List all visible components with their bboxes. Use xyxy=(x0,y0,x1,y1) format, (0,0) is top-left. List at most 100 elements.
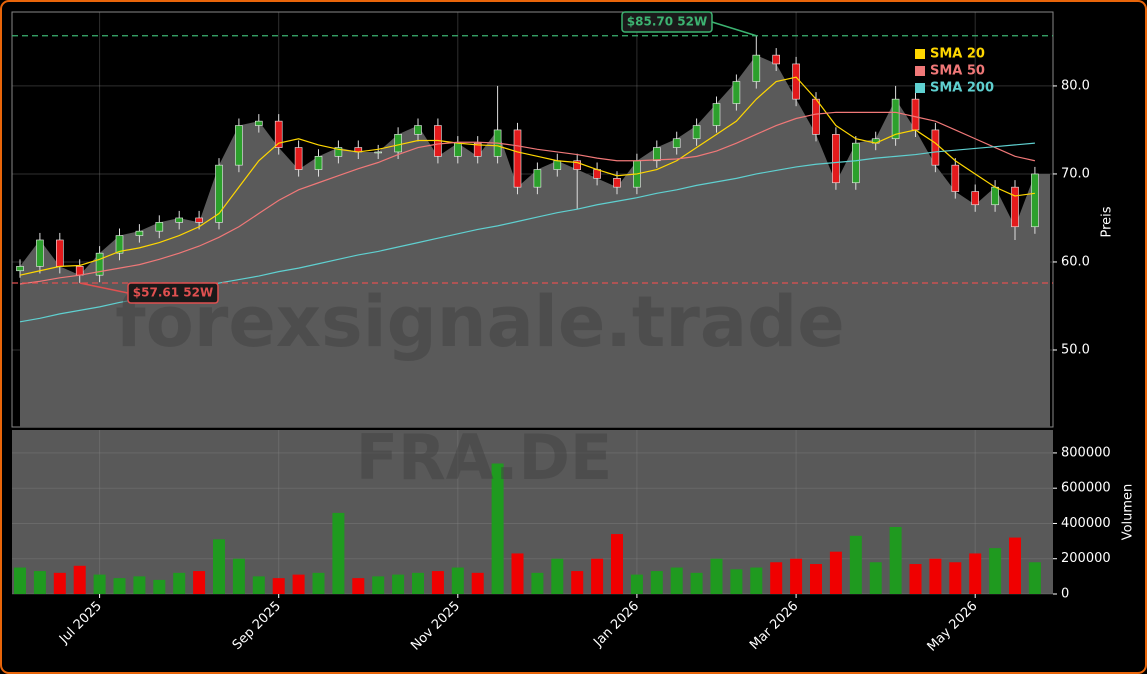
candle-body xyxy=(732,81,741,104)
candle-body xyxy=(792,63,800,100)
volume-bar xyxy=(133,576,146,594)
volume-bar xyxy=(551,558,564,594)
volume-bar xyxy=(73,565,86,594)
volume-bar xyxy=(969,553,982,594)
volume-bar xyxy=(909,564,922,594)
candle-body xyxy=(672,138,681,148)
sma-line xyxy=(19,76,1035,276)
legend-swatch xyxy=(915,66,925,76)
volume-bar xyxy=(611,534,623,594)
candle-body xyxy=(911,98,920,131)
candle-body xyxy=(951,164,960,192)
candle-body xyxy=(1011,186,1019,228)
volume-bar xyxy=(670,567,683,594)
volume-bar xyxy=(292,574,305,594)
y-tick-label: 600000 xyxy=(1061,481,1111,496)
volume-bar xyxy=(153,579,166,594)
y-tick-label: 50.0 xyxy=(1061,342,1090,357)
volume-bar xyxy=(810,564,822,594)
candle-body xyxy=(1031,173,1039,228)
volume-bar xyxy=(591,558,604,594)
volume-bar xyxy=(650,571,663,594)
candle-body xyxy=(75,266,84,276)
volume-bar xyxy=(511,553,524,594)
candle-body xyxy=(931,129,940,166)
volume-bar xyxy=(1028,562,1041,594)
volume-bar xyxy=(929,558,942,594)
symbol-watermark: FRA.DE xyxy=(356,421,613,494)
sma-line xyxy=(19,111,1036,285)
y-tick-label: 60.0 xyxy=(1061,254,1090,269)
candle-body xyxy=(374,151,383,154)
volume-bar xyxy=(412,572,424,594)
volume-axis-label: Volumen xyxy=(1121,484,1136,541)
candle-body xyxy=(752,54,761,82)
volume-bar xyxy=(869,562,882,594)
candle-body xyxy=(573,160,582,170)
volume-bar xyxy=(829,551,842,594)
candle-body xyxy=(613,178,621,188)
volume-bar xyxy=(790,558,803,594)
legend-label: SMA 20 xyxy=(930,47,985,62)
candle-body xyxy=(255,120,263,126)
y-tick-label: 0 xyxy=(1061,587,1069,602)
volume-bar xyxy=(849,535,862,594)
candle-body xyxy=(453,142,462,157)
annotation-arrow xyxy=(79,282,129,294)
candle-body xyxy=(95,252,104,276)
volume-bar xyxy=(949,562,962,594)
volume-bar xyxy=(989,548,1002,594)
candle-body xyxy=(513,129,522,188)
candle-body xyxy=(314,156,323,170)
volume-bar xyxy=(193,571,206,594)
volume-bar xyxy=(451,567,464,594)
y-tick-label: 400000 xyxy=(1061,516,1111,531)
volume-bar xyxy=(889,526,902,594)
volume-bar xyxy=(14,567,26,594)
price-area xyxy=(20,55,1050,427)
volume-bar xyxy=(690,572,703,594)
candle-body xyxy=(414,125,422,135)
volume-bar xyxy=(571,571,584,594)
volume-bar xyxy=(431,571,444,594)
candle-body xyxy=(294,147,303,170)
volume-bar xyxy=(392,574,405,594)
candle-body xyxy=(36,239,44,267)
candle-body xyxy=(334,147,343,157)
legend-label: SMA 50 xyxy=(930,64,985,79)
candle-body xyxy=(891,98,900,140)
volume-bar xyxy=(53,572,66,594)
volume-bar xyxy=(491,463,504,594)
candle-body xyxy=(712,103,721,126)
candle-body xyxy=(553,160,562,170)
y-tick-label: 800000 xyxy=(1061,445,1111,460)
candle-body xyxy=(394,134,402,153)
candle-body xyxy=(235,125,243,166)
volume-bar xyxy=(372,576,385,594)
candle-body xyxy=(175,217,183,223)
candle-body xyxy=(215,164,223,223)
volume-bar xyxy=(173,572,186,594)
watermark: forexsignale.trade xyxy=(115,281,844,363)
volume-bar xyxy=(1009,537,1021,594)
annotation-box xyxy=(621,11,713,33)
candle-body xyxy=(473,142,482,157)
candle-body xyxy=(115,235,124,254)
annotation-box xyxy=(127,282,219,304)
candle-body xyxy=(533,169,542,188)
annotation-arrow xyxy=(711,21,757,37)
y-tick-label: 80.0 xyxy=(1061,78,1090,93)
candle-body xyxy=(135,230,144,236)
candle-body xyxy=(55,239,64,267)
candle-body xyxy=(971,191,980,206)
annotation-label: $85.70 52W xyxy=(627,15,707,29)
candle-body xyxy=(812,98,820,135)
annotation-label: $57.61 52W xyxy=(133,286,213,300)
plot-layer xyxy=(12,12,1053,595)
volume-bar xyxy=(531,572,544,594)
volume-bar xyxy=(312,572,325,594)
candle-body xyxy=(832,134,840,184)
volume-bar xyxy=(33,571,46,594)
volume-bar xyxy=(770,562,783,594)
